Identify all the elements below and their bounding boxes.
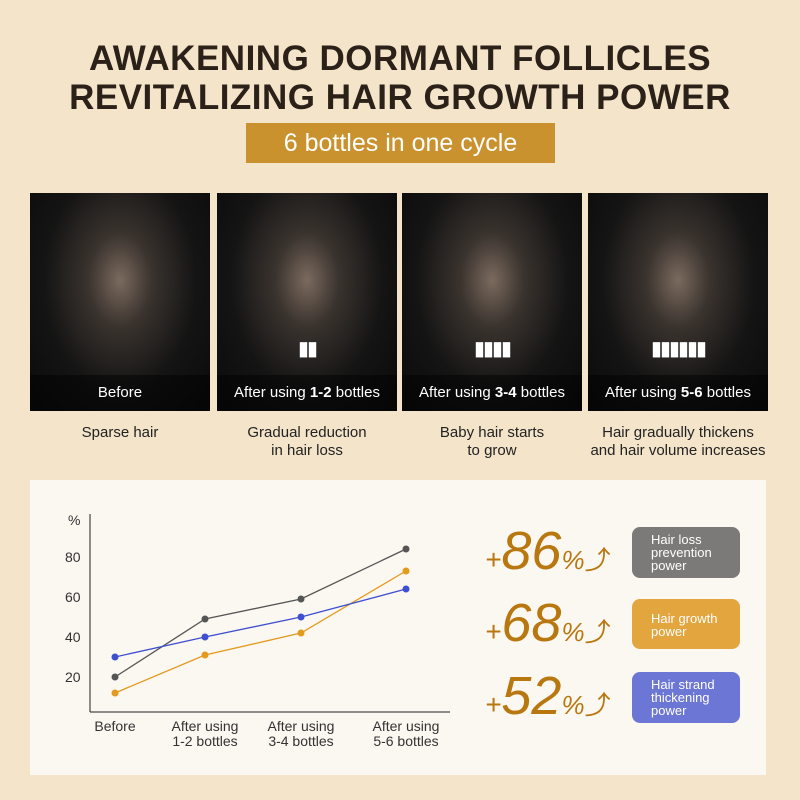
headline-line-2: REVITALIZING HAIR GROWTH POWER bbox=[69, 78, 731, 117]
stat-value: 52 bbox=[501, 666, 562, 726]
series-1-point bbox=[201, 615, 209, 623]
stat-label: Hair loss prevention power bbox=[632, 527, 740, 578]
series-2-point bbox=[297, 629, 305, 637]
series-2-point bbox=[201, 651, 209, 659]
y-tick-label: 40 bbox=[65, 629, 81, 645]
y-axis-label: % bbox=[68, 512, 80, 528]
percent-sign: % bbox=[561, 690, 585, 720]
stage-description: Sparse hair bbox=[20, 424, 220, 442]
description-line: to grow bbox=[467, 442, 517, 459]
series-1-point bbox=[111, 673, 119, 681]
series-line-2 bbox=[114, 570, 407, 694]
stage-description: Hair gradually thickens and hair volume i… bbox=[578, 424, 778, 460]
up-arrow-icon: ⤴ bbox=[584, 617, 611, 647]
caption-text: bottles bbox=[516, 384, 565, 401]
series-line-3 bbox=[114, 588, 407, 658]
up-arrow-icon: ⤴ bbox=[584, 690, 611, 720]
photo-caption: After using 3-4 bottles bbox=[402, 375, 582, 411]
series-1-point bbox=[402, 545, 410, 553]
stat-value: 68 bbox=[501, 593, 562, 653]
plus-sign: + bbox=[485, 689, 502, 720]
y-tick-label: 60 bbox=[65, 589, 81, 605]
scalp-photo-2: ▮▮ After using 1-2 bottles bbox=[217, 193, 397, 411]
cycle-badge: 6 bottles in one cycle bbox=[246, 123, 555, 163]
stat-label: Hair strand thickening power bbox=[632, 672, 740, 723]
headline-line-1: AWAKENING DORMANT FOLLICLES bbox=[88, 39, 712, 78]
plus-sign: + bbox=[485, 616, 502, 647]
caption-bottle-count: 3-4 bbox=[494, 384, 517, 401]
caption-text: After using bbox=[419, 384, 495, 401]
series-2-point bbox=[111, 689, 119, 697]
stat-1: +86%⤴ bbox=[485, 520, 611, 582]
series-3-point bbox=[402, 585, 410, 593]
percent-sign: % bbox=[561, 545, 585, 575]
x-tick-label: After using bbox=[172, 718, 239, 734]
scalp-photo-3: ▮▮▮▮ After using 3-4 bottles bbox=[402, 193, 582, 411]
caption-text: After using bbox=[234, 384, 310, 401]
x-tick-label: After using bbox=[373, 718, 440, 734]
caption-text: Before bbox=[97, 384, 143, 401]
percent-sign: % bbox=[561, 617, 585, 647]
stat-value: 86 bbox=[501, 521, 562, 581]
photo-caption: Before bbox=[30, 375, 210, 411]
series-3-point bbox=[201, 633, 209, 641]
description-line: Hair gradually thickens bbox=[602, 424, 754, 441]
stat-2: +68%⤴ bbox=[485, 592, 611, 654]
series-3-point bbox=[297, 613, 305, 621]
scalp-photo-4: ▮▮▮▮▮▮ After using 5-6 bottles bbox=[588, 193, 768, 411]
description-line: in hair loss bbox=[271, 442, 343, 459]
x-tick-label: 1-2 bottles bbox=[172, 733, 237, 749]
stat-3: +52%⤴ bbox=[485, 665, 611, 727]
description-line: Gradual reduction bbox=[247, 424, 367, 441]
description-line: Sparse hair bbox=[81, 424, 159, 441]
caption-bottle-count: 5-6 bbox=[680, 384, 703, 401]
bottle-icons: ▮▮▮▮▮▮ bbox=[650, 338, 707, 360]
x-tick-label: 5-6 bottles bbox=[373, 733, 438, 749]
caption-bottle-count: 1-2 bbox=[309, 384, 332, 401]
photo-caption: After using 5-6 bottles bbox=[588, 375, 768, 411]
x-tick-label: Before bbox=[94, 718, 135, 734]
caption-text: After using bbox=[605, 384, 681, 401]
bottle-icons: ▮▮ bbox=[297, 338, 318, 360]
series-line-1 bbox=[114, 548, 407, 678]
stage-description: Gradual reduction in hair loss bbox=[207, 424, 407, 460]
caption-text: bottles bbox=[702, 384, 751, 401]
y-tick-label: 80 bbox=[65, 549, 81, 565]
y-tick-label: 20 bbox=[65, 669, 81, 685]
description-line: and hair volume increases bbox=[590, 442, 766, 459]
description-line: Baby hair starts bbox=[439, 424, 545, 441]
scalp-photo-1: Before bbox=[30, 193, 210, 411]
up-arrow-icon: ⤴ bbox=[584, 545, 611, 575]
stage-description: Baby hair starts to grow bbox=[392, 424, 592, 460]
series-2-point bbox=[402, 567, 410, 575]
series-1-point bbox=[297, 595, 305, 603]
caption-text: bottles bbox=[331, 384, 380, 401]
plus-sign: + bbox=[485, 544, 502, 575]
stat-label: Hair growth power bbox=[632, 599, 740, 649]
photo-caption: After using 1-2 bottles bbox=[217, 375, 397, 411]
x-tick-label: After using bbox=[268, 718, 335, 734]
x-tick-label: 3-4 bottles bbox=[268, 733, 333, 749]
bottle-icons: ▮▮▮▮ bbox=[473, 338, 512, 360]
series-3-point bbox=[111, 653, 119, 661]
